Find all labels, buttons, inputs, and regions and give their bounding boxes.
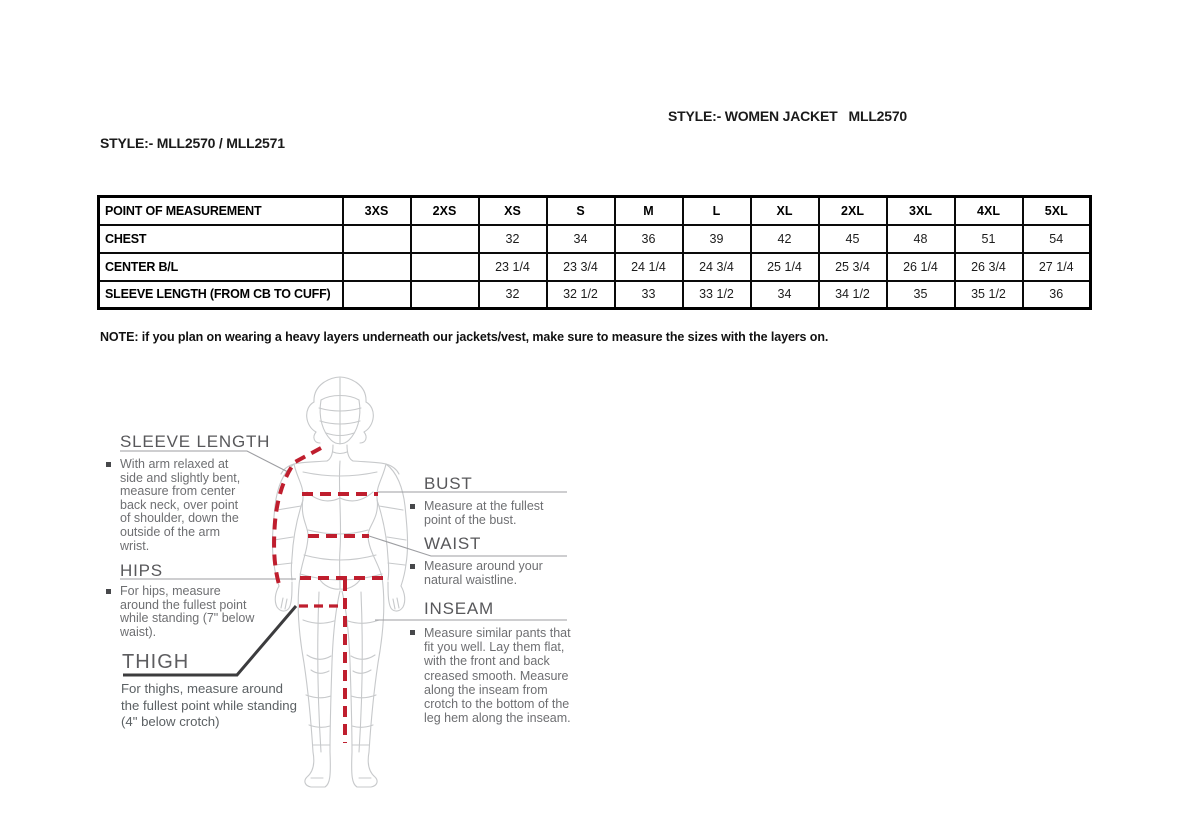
sleeve-length-desc: With arm relaxed at side and slightly be… <box>106 457 252 553</box>
column-header: 3XL <box>885 195 956 226</box>
row-label: SLEEVE LENGTH (FROM CB TO CUFF) <box>97 279 344 310</box>
hips-desc: For hips, measure around the fullest poi… <box>106 584 262 639</box>
size-cell: 23 3/4 <box>545 251 616 282</box>
size-cell: 34 <box>545 223 616 254</box>
column-header: 3XS <box>341 195 412 226</box>
thigh-desc: For thighs, measure around the fullest p… <box>121 681 297 729</box>
size-cell: 33 <box>613 279 684 310</box>
style-header-right: STYLE:- WOMEN JACKET MLL2570 <box>668 108 908 124</box>
figure-wireframe <box>271 376 409 788</box>
column-header: 2XS <box>409 195 480 226</box>
size-cell: 24 1/4 <box>613 251 684 282</box>
size-cell <box>409 223 480 254</box>
row-label: CENTER B/L <box>97 251 344 282</box>
thigh-leader-line <box>123 605 298 677</box>
size-cell <box>341 251 412 282</box>
size-cell <box>409 279 480 310</box>
bust-desc: Measure at the fullest point of the bust… <box>410 499 566 527</box>
inseam-title: INSEAM <box>424 599 494 618</box>
size-cell: 34 <box>749 279 820 310</box>
bullet-icon <box>410 504 415 509</box>
measurement-lines <box>272 446 383 743</box>
size-cell: 23 1/4 <box>477 251 548 282</box>
size-cell: 25 3/4 <box>817 251 888 282</box>
body-figure-svg <box>120 376 567 788</box>
size-cell: 32 <box>477 223 548 254</box>
size-table: POINT OF MEASUREMENT 3XS 2XS XS S M L XL 2XL 3XL 4… <box>97 195 1092 310</box>
size-cell <box>341 279 412 310</box>
size-cell <box>341 223 412 254</box>
size-cell: 39 <box>681 223 752 254</box>
size-cell: 26 3/4 <box>953 251 1024 282</box>
column-header: L <box>681 195 752 226</box>
size-cell: 27 1/4 <box>1021 251 1092 282</box>
size-cell: 32 1/2 <box>545 279 616 310</box>
size-cell: 26 1/4 <box>885 251 956 282</box>
size-cell: 33 1/2 <box>681 279 752 310</box>
waist-title: WAIST <box>424 534 482 553</box>
size-cell: 48 <box>885 223 956 254</box>
column-header: 5XL <box>1021 195 1092 226</box>
inseam-desc: Measure similar pants that fit you well.… <box>410 626 576 725</box>
size-cell: 32 <box>477 279 548 310</box>
column-header: XL <box>749 195 820 226</box>
column-header: XS <box>477 195 548 226</box>
column-header: 2XL <box>817 195 888 226</box>
size-cell: 25 1/4 <box>749 251 820 282</box>
table-row: CENTER B/L 23 1/4 23 3/4 24 1/4 24 3/4 25 1/4… <box>97 251 1092 282</box>
bullet-icon <box>410 630 415 635</box>
table-row: CHEST 32 34 36 39 42 45 48 51 54 <box>97 223 1092 254</box>
bust-title: BUST <box>424 474 473 493</box>
sleeve-length-title: SLEEVE LENGTH <box>120 432 271 451</box>
size-table-header-row: POINT OF MEASUREMENT 3XS 2XS XS S M L XL 2XL 3XL 4… <box>97 195 1092 226</box>
size-cell: 45 <box>817 223 888 254</box>
thigh-title: THIGH <box>122 651 190 673</box>
size-cell: 35 <box>885 279 956 310</box>
size-cell: 36 <box>1021 279 1092 310</box>
size-cell: 36 <box>613 223 684 254</box>
column-header: 4XL <box>953 195 1024 226</box>
waist-desc: Measure around your natural waistline. <box>410 559 566 587</box>
column-header: M <box>613 195 684 226</box>
size-cell: 54 <box>1021 223 1092 254</box>
note-text: NOTE: if you plan on wearing a heavy lay… <box>100 330 829 344</box>
size-cell: 34 1/2 <box>817 279 888 310</box>
style-header-left: STYLE:- MLL2570 / MLL2571 <box>100 135 285 151</box>
bullet-icon <box>106 462 111 467</box>
size-cell: 35 1/2 <box>953 279 1024 310</box>
size-table-body: CHEST 32 34 36 39 42 45 48 51 54 CENTER B/L 23 1/4 2… <box>97 223 1092 310</box>
size-cell: 51 <box>953 223 1024 254</box>
sleeve-measure-line <box>272 446 322 589</box>
column-header: S <box>545 195 616 226</box>
size-cell: 24 3/4 <box>681 251 752 282</box>
bullet-icon <box>106 589 111 594</box>
row-label: CHEST <box>97 223 344 254</box>
table-row: SLEEVE LENGTH (FROM CB TO CUFF) 32 32 1/2 3… <box>97 279 1092 310</box>
column-header: POINT OF MEASUREMENT <box>97 195 344 226</box>
hips-title: HIPS <box>120 561 163 580</box>
leader-lines <box>120 450 567 621</box>
size-cell <box>409 251 480 282</box>
bullet-icon <box>410 564 415 569</box>
size-cell: 42 <box>749 223 820 254</box>
